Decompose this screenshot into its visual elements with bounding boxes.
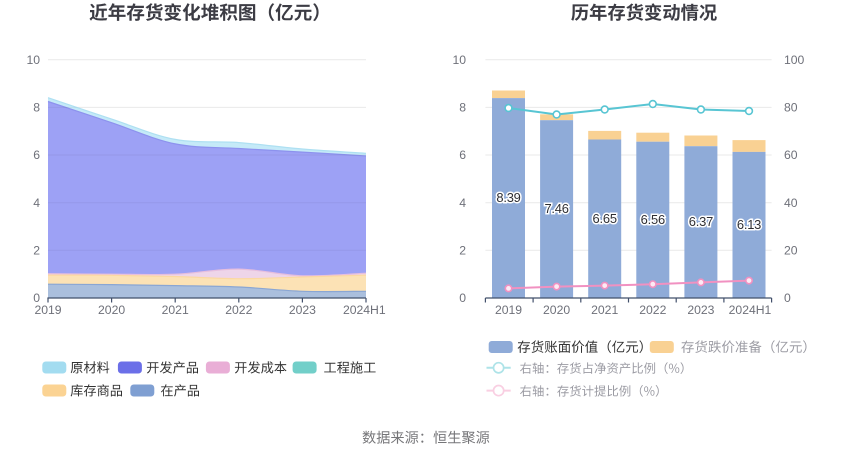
svg-text:8.39: 8.39 bbox=[496, 190, 520, 205]
svg-text:2022: 2022 bbox=[639, 303, 666, 317]
svg-text:10: 10 bbox=[452, 53, 466, 67]
svg-text:6.37: 6.37 bbox=[689, 214, 713, 229]
svg-text:2024H1: 2024H1 bbox=[343, 303, 386, 317]
svg-text:100: 100 bbox=[784, 53, 805, 67]
svg-text:80: 80 bbox=[784, 101, 798, 115]
svg-text:8: 8 bbox=[459, 101, 466, 115]
svg-text:4: 4 bbox=[459, 196, 466, 210]
svg-text:40: 40 bbox=[784, 196, 798, 210]
svg-text:2023: 2023 bbox=[687, 303, 714, 317]
svg-text:2021: 2021 bbox=[162, 303, 189, 317]
svg-text:20: 20 bbox=[784, 244, 798, 258]
svg-text:60: 60 bbox=[784, 148, 798, 162]
svg-text:8: 8 bbox=[33, 101, 40, 115]
svg-text:0: 0 bbox=[784, 291, 791, 305]
svg-text:0: 0 bbox=[459, 291, 466, 305]
svg-text:2020: 2020 bbox=[543, 303, 570, 317]
svg-text:6.65: 6.65 bbox=[593, 211, 617, 226]
svg-text:7.46: 7.46 bbox=[544, 201, 568, 216]
svg-text:6: 6 bbox=[459, 148, 466, 162]
svg-text:2019: 2019 bbox=[495, 303, 522, 317]
svg-text:6: 6 bbox=[33, 148, 40, 162]
svg-text:2022: 2022 bbox=[225, 303, 252, 317]
svg-text:6.56: 6.56 bbox=[641, 212, 665, 227]
svg-text:2: 2 bbox=[459, 244, 466, 258]
svg-text:2024H1: 2024H1 bbox=[729, 303, 772, 317]
svg-text:2023: 2023 bbox=[289, 303, 316, 317]
svg-text:2: 2 bbox=[33, 244, 40, 258]
svg-text:6.13: 6.13 bbox=[737, 217, 761, 232]
svg-text:10: 10 bbox=[26, 53, 40, 67]
svg-text:0: 0 bbox=[33, 291, 40, 305]
svg-text:2021: 2021 bbox=[591, 303, 618, 317]
svg-text:4: 4 bbox=[33, 196, 40, 210]
svg-text:2020: 2020 bbox=[98, 303, 125, 317]
svg-text:2019: 2019 bbox=[34, 303, 61, 317]
